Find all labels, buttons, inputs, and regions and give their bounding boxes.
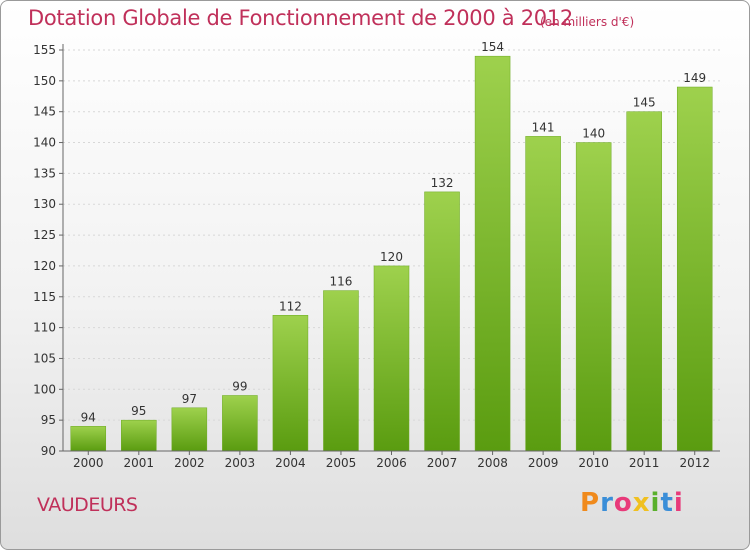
y-tick-label: 120 [33, 259, 56, 273]
data-label-2012: 149 [683, 71, 706, 85]
data-label-2004: 112 [279, 299, 302, 313]
x-tick-label-2003: 2003 [225, 456, 256, 470]
bar-2004 [272, 315, 309, 452]
y-tick-label: 100 [33, 382, 56, 396]
x-tick-label-2010: 2010 [578, 456, 609, 470]
bar-2009 [525, 136, 561, 452]
bar-2008 [474, 55, 511, 452]
logo-letter: P [580, 488, 601, 518]
bar-2012 [676, 86, 713, 452]
y-tick-label: 125 [33, 228, 56, 242]
x-tick-label-2012: 2012 [679, 456, 710, 470]
chart-unit: (en milliers d'€) [540, 15, 635, 29]
proxiti-logo: Proxiti [580, 488, 684, 518]
logo-letter: t [660, 488, 674, 518]
bar-2002 [171, 407, 208, 452]
bar-2006 [373, 265, 410, 452]
bar-2003 [222, 395, 258, 452]
logo-letter: i [650, 488, 661, 518]
y-tick-label: 110 [33, 321, 56, 335]
commune-name: VAUDEURS [37, 494, 138, 516]
data-label-2003: 99 [232, 379, 247, 393]
y-tick-label: 115 [33, 290, 56, 304]
data-label-2011: 145 [633, 96, 656, 110]
y-tick-label: 90 [41, 444, 56, 458]
x-tick-label-2007: 2007 [427, 456, 458, 470]
chart-title: Dotation Globale de Fonctionnement de 20… [28, 6, 573, 30]
x-tick-label-2002: 2002 [174, 456, 205, 470]
x-tick-label-2011: 2011 [629, 456, 660, 470]
data-label-2008: 154 [481, 40, 504, 54]
y-tick-label: 150 [33, 74, 56, 88]
y-tick-label: 105 [33, 351, 56, 365]
x-tick-label-2001: 2001 [124, 456, 155, 470]
y-tick-label: 135 [33, 166, 56, 180]
bar-2011 [626, 111, 662, 452]
bar-2000 [70, 426, 107, 452]
logo-letter: x [632, 488, 651, 518]
y-tick-label: 140 [33, 136, 56, 150]
bar-2010 [575, 142, 612, 452]
data-label-2009: 141 [532, 120, 555, 134]
logo-letter: r [600, 488, 614, 518]
y-tick-label: 145 [33, 105, 56, 119]
x-tick-label-2004: 2004 [275, 456, 306, 470]
bar-2001 [121, 419, 157, 452]
x-tick-label-2005: 2005 [326, 456, 357, 470]
x-tick-label-2009: 2009 [528, 456, 559, 470]
logo-letter: o [613, 488, 633, 518]
logo-letter: i [673, 488, 684, 518]
x-tick-label-2008: 2008 [477, 456, 508, 470]
bar-2005 [323, 290, 359, 452]
data-label-2007: 132 [431, 176, 454, 190]
bar-2007 [424, 191, 460, 452]
data-label-2000: 94 [81, 410, 96, 424]
data-label-2010: 140 [582, 127, 605, 141]
x-tick-label-2000: 2000 [73, 456, 104, 470]
y-tick-label: 130 [33, 197, 56, 211]
y-tick-label: 95 [41, 413, 56, 427]
x-tick-label-2006: 2006 [376, 456, 407, 470]
data-label-2005: 116 [330, 275, 353, 289]
data-label-2001: 95 [131, 404, 146, 418]
data-label-2002: 97 [182, 392, 197, 406]
data-label-2006: 120 [380, 250, 403, 264]
y-tick-label: 155 [33, 43, 56, 57]
